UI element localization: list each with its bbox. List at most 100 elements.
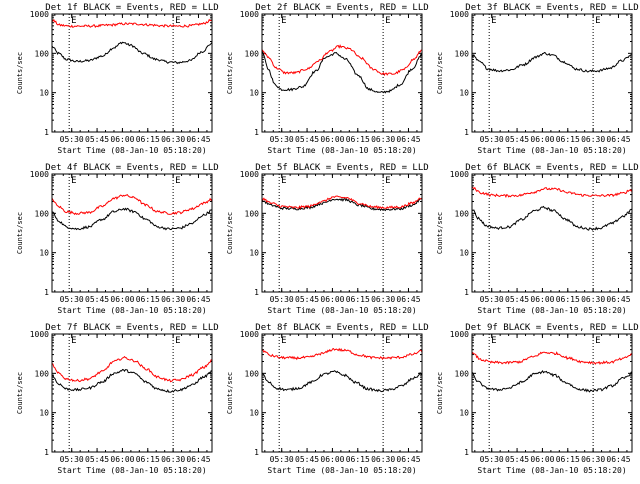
panel-title: Det 7f BLACK = Events, RED = LLD (45, 323, 218, 333)
y-tick-label: 100 (455, 49, 470, 58)
x-axis-label: Start Time (08-Jan-10 05:18:20) (267, 146, 416, 155)
panel-title: Det 3f BLACK = Events, RED = LLD (465, 3, 638, 13)
x-tick-label: 05:45 (295, 455, 319, 464)
y-tick-label: 10 (39, 249, 49, 258)
x-tick-label: 05:45 (85, 295, 109, 304)
y-tick-label: 100 (455, 369, 470, 378)
y-tick-label: 100 (455, 209, 470, 218)
x-tick-label: 05:30 (270, 455, 294, 464)
series-line-events (261, 370, 423, 393)
x-tick-label: 06:45 (396, 455, 420, 464)
x-tick-label: 06:30 (371, 295, 395, 304)
x-tick-label: 05:30 (60, 455, 84, 464)
plot-frame (471, 13, 633, 133)
x-tick-label: 06:15 (346, 295, 370, 304)
y-tick-label: 1 (464, 128, 469, 137)
y-tick-label: 10 (39, 89, 49, 98)
y-tick-label: 1000 (240, 10, 259, 19)
marker-label: E (491, 16, 496, 26)
x-tick-label: 06:00 (320, 135, 344, 144)
y-tick-label: 1 (254, 128, 259, 137)
panel: Det 8f BLACK = Events, RED = LLD Counts/s… (226, 323, 429, 475)
y-tick-label: 100 (35, 49, 50, 58)
y-tick-label: 1000 (30, 330, 49, 339)
panel-title: Det 5f BLACK = Events, RED = LLD (255, 163, 428, 173)
y-axis-label: Counts/sec (16, 372, 24, 414)
x-tick-label: 06:15 (556, 455, 580, 464)
plot-frame (261, 173, 423, 293)
series-line-lld (261, 44, 423, 77)
y-tick-label: 1 (44, 288, 49, 297)
series-line-events (261, 50, 423, 94)
marker-label: E (71, 176, 76, 186)
y-tick-label: 1 (44, 448, 49, 457)
series-line-events (51, 41, 213, 65)
y-tick-label: 100 (35, 369, 50, 378)
x-axis-label: Start Time (08-Jan-10 05:18:20) (57, 146, 206, 155)
y-axis-label: Counts/sec (436, 372, 444, 414)
y-axis-label: Counts/sec (16, 52, 24, 94)
x-tick-label: 06:30 (581, 135, 605, 144)
marker-label: E (71, 16, 76, 26)
series-line-lld (262, 347, 423, 361)
y-axis-label: Counts/sec (226, 212, 234, 254)
marker-label: E (71, 336, 76, 346)
y-tick-label: 1 (254, 448, 259, 457)
y-tick-label: 1000 (240, 330, 259, 339)
plot-frame (261, 333, 423, 453)
marker-label: E (385, 176, 390, 186)
x-tick-label: 06:45 (186, 135, 210, 144)
marker-label: E (281, 336, 286, 346)
series-line-events (261, 197, 423, 212)
x-tick-label: 06:30 (371, 455, 395, 464)
x-tick-label: 06:45 (606, 295, 630, 304)
x-tick-label: 06:15 (556, 135, 580, 144)
panel: Det 4f BLACK = Events, RED = LLD Counts/s… (16, 163, 219, 315)
x-tick-label: 06:45 (396, 295, 420, 304)
x-tick-label: 06:30 (161, 135, 185, 144)
y-tick-label: 10 (249, 249, 259, 258)
x-tick-label: 06:15 (136, 135, 160, 144)
y-tick-label: 10 (459, 249, 469, 258)
x-tick-label: 05:45 (85, 455, 109, 464)
y-tick-label: 10 (39, 409, 49, 418)
y-axis-label: Counts/sec (226, 372, 234, 414)
x-tick-label: 05:45 (505, 135, 529, 144)
marker-label: E (385, 336, 390, 346)
plot-frame (471, 333, 633, 453)
y-tick-label: 100 (35, 209, 50, 218)
y-tick-label: 1 (464, 288, 469, 297)
x-axis-label: Start Time (08-Jan-10 05:18:20) (477, 146, 626, 155)
y-tick-label: 100 (245, 49, 260, 58)
x-tick-label: 05:45 (505, 455, 529, 464)
x-tick-label: 06:00 (320, 295, 344, 304)
marker-label: E (175, 336, 180, 346)
x-tick-label: 05:30 (480, 135, 504, 144)
panel: Det 1f BLACK = Events, RED = LLD Counts/s… (16, 3, 219, 155)
y-tick-label: 1000 (30, 170, 49, 179)
panel-title: Det 6f BLACK = Events, RED = LLD (465, 163, 638, 173)
x-axis-label: Start Time (08-Jan-10 05:18:20) (57, 466, 206, 475)
x-tick-label: 06:00 (320, 455, 344, 464)
panel: Det 2f BLACK = Events, RED = LLD Counts/s… (226, 3, 429, 155)
x-tick-label: 06:45 (186, 295, 210, 304)
x-axis-label: Start Time (08-Jan-10 05:18:20) (267, 466, 416, 475)
x-tick-label: 05:30 (60, 135, 84, 144)
x-tick-label: 06:00 (530, 295, 554, 304)
y-tick-label: 1 (464, 448, 469, 457)
x-tick-label: 05:30 (480, 295, 504, 304)
x-tick-label: 06:15 (346, 455, 370, 464)
x-axis-label: Start Time (08-Jan-10 05:18:20) (477, 466, 626, 475)
x-tick-label: 06:00 (110, 135, 134, 144)
x-tick-label: 06:45 (396, 135, 420, 144)
plot-frame (261, 13, 423, 133)
x-tick-label: 05:45 (295, 135, 319, 144)
x-tick-label: 05:30 (270, 135, 294, 144)
panel: Det 7f BLACK = Events, RED = LLD Counts/s… (16, 323, 219, 475)
x-tick-label: 05:30 (480, 455, 504, 464)
series-line-events (51, 207, 213, 231)
marker-label: E (595, 176, 600, 186)
x-tick-label: 06:30 (581, 455, 605, 464)
